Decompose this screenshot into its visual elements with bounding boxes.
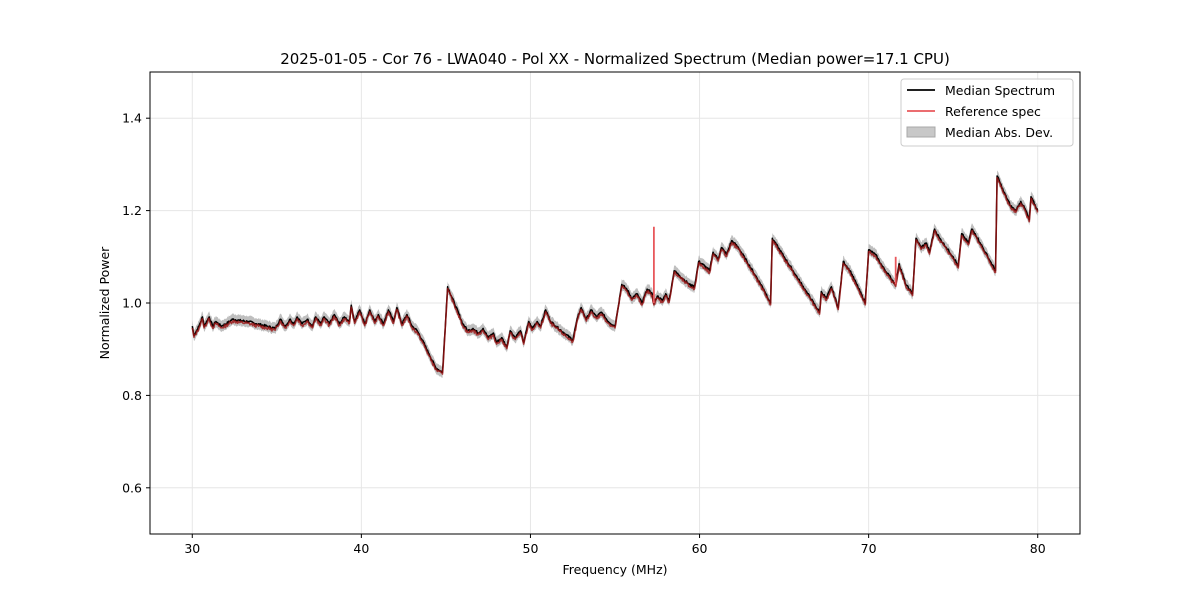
y-axis-ticks: 0.6 0.8 1.0 1.2 1.4 (122, 111, 150, 495)
y-tick-label: 1.2 (122, 203, 142, 218)
x-tick-label: 50 (523, 541, 539, 556)
y-axis-label: Normalized Power (97, 246, 112, 360)
x-tick-label: 60 (692, 541, 708, 556)
y-tick-label: 1.0 (122, 296, 142, 311)
x-axis-label: Frequency (MHz) (562, 562, 667, 577)
chart-title: 2025-01-05 - Cor 76 - LWA040 - Pol XX - … (280, 50, 950, 68)
legend-median-label: Median Spectrum (945, 83, 1055, 98)
x-tick-label: 30 (184, 541, 200, 556)
x-tick-label: 40 (353, 541, 369, 556)
reference-spectrum-line (191, 177, 1039, 375)
legend-box (900, 78, 1074, 147)
legend-mad-swatch (906, 126, 936, 138)
y-tick-label: 1.4 (122, 111, 142, 126)
legend-reference-label: Reference spec (945, 104, 1041, 119)
legend-mad-label: Median Abs. Dev. (945, 125, 1053, 140)
x-axis-ticks: 30 40 50 60 70 80 (184, 534, 1046, 556)
y-tick-label: 0.6 (122, 480, 142, 495)
x-tick-label: 70 (861, 541, 877, 556)
reference-spectrum-layer (191, 177, 1039, 375)
y-tick-label: 0.8 (122, 388, 142, 403)
legend: Median Spectrum Reference spec Median Ab… (900, 78, 1074, 147)
x-tick-label: 80 (1030, 541, 1046, 556)
